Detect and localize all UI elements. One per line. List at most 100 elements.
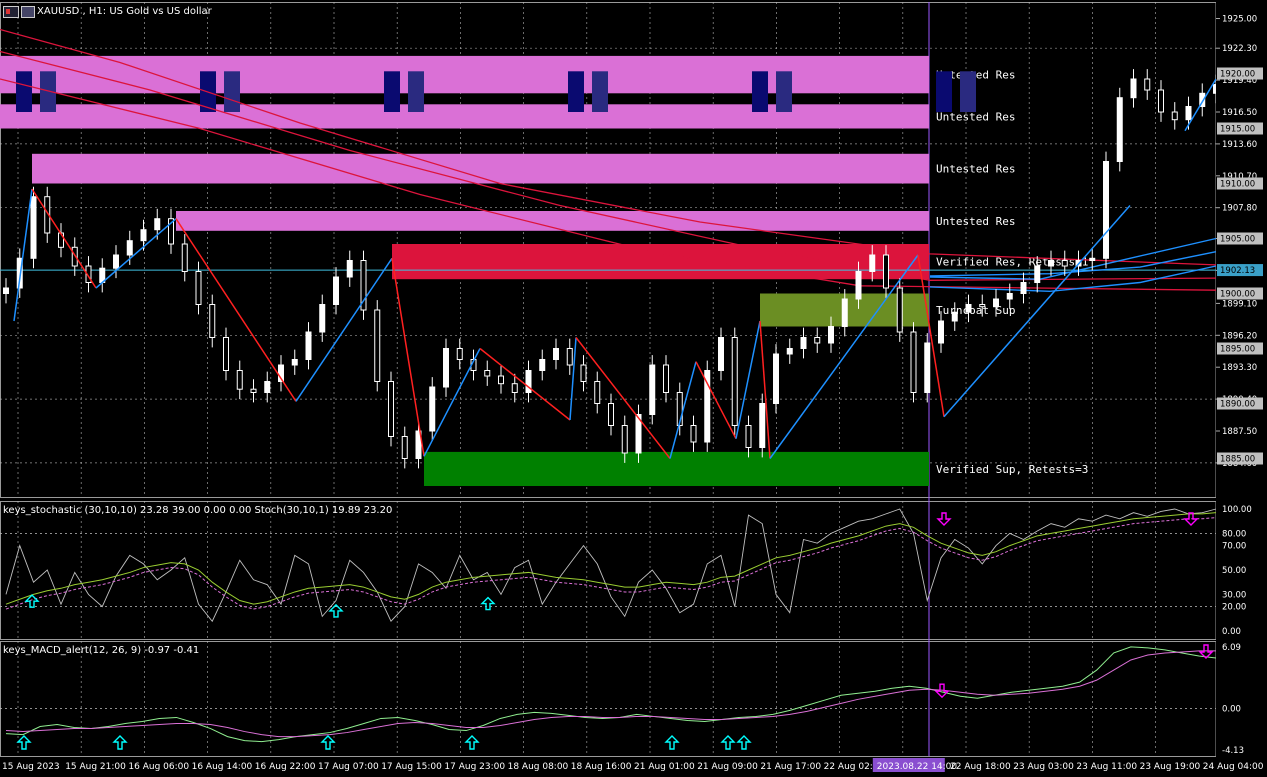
axis-tick-label: 1919.40 [1222, 76, 1257, 86]
price-label: 1885.00 [1220, 455, 1255, 465]
macd-up-arrow [112, 735, 128, 750]
stoch-axis-label: 0.00 [1222, 627, 1241, 637]
ma-red-2 [0, 78, 1217, 291]
candle-body [869, 254, 876, 272]
candle-body [910, 331, 917, 393]
axis-tick-label: 1896.20 [1222, 331, 1257, 341]
zone-bar [776, 71, 792, 112]
zone-6 [424, 451, 929, 486]
zigzag-segment [735, 320, 761, 439]
candle-body [1103, 161, 1109, 259]
zigzag-segment [1184, 78, 1217, 132]
ma-red-0 [0, 28, 1217, 266]
macd-axis-label: 6.09 [1222, 643, 1241, 653]
axis-tick-label: 1887.50 [1222, 427, 1257, 437]
ma-red-1 [0, 50, 1217, 281]
candle-body [580, 364, 587, 382]
time-label: 2023.08.22 14:00 [877, 762, 958, 772]
axis-tick-label: 1907.80 [1222, 204, 1257, 214]
zone-bar [752, 71, 768, 112]
zigzag-segment [917, 254, 945, 417]
time-label: 21 Aug 01:00 [634, 762, 695, 772]
candle-body [484, 370, 491, 377]
candle-body [140, 229, 147, 242]
candle-body [800, 337, 807, 349]
price-label: 1900.00 [1220, 290, 1255, 300]
macd-axis-label: -4.13 [1222, 746, 1244, 756]
price-label-bg [1217, 452, 1263, 465]
ma-blue-2 [929, 265, 1217, 293]
zigzag-segment [769, 254, 919, 459]
candle-body [113, 254, 119, 269]
zigzag-segment [569, 337, 577, 421]
zigzag-segment [95, 218, 177, 289]
candle-body [676, 392, 683, 426]
candle-body [594, 381, 601, 404]
panel-border [0, 641, 1217, 757]
candle-body [236, 370, 243, 390]
time-label: 18 Aug 16:00 [571, 762, 632, 772]
candle-body [264, 381, 271, 393]
candle-body [704, 370, 711, 443]
zigzag-segment [391, 258, 425, 457]
candle-body [456, 348, 463, 360]
zone-4 [392, 244, 929, 280]
stoch-up-arrow [24, 594, 40, 608]
symbol-icon[interactable] [21, 6, 35, 18]
zone-bar [384, 71, 400, 112]
ma-blue-1 [929, 251, 1217, 277]
candle-body [16, 257, 23, 289]
time-label: 23 Aug 11:00 [1076, 762, 1137, 772]
candle-body [401, 436, 408, 459]
zigzag-segment [695, 361, 737, 440]
candle-body [30, 196, 37, 259]
stoch-signal [5, 512, 1217, 605]
candle-body [1130, 78, 1137, 99]
price-axis: 1925.00 1922.30 1919.40 1916.50 1913.60 1910.… [1216, 0, 1267, 777]
time-label: 23 Aug 03:00 [1013, 762, 1074, 772]
candle-body [1048, 260, 1054, 267]
candle-body [841, 298, 848, 327]
candle-body [1061, 260, 1068, 267]
macd-up-arrow [464, 735, 480, 750]
candle-body [924, 342, 931, 393]
axis-tick-label: 1899.10 [1222, 299, 1257, 309]
candle-body [553, 348, 559, 360]
zone-label: Untested Res [936, 215, 1015, 228]
macd-panel[interactable] [5, 644, 1217, 750]
candle-body [621, 425, 628, 454]
macd-axis-label: 0.00 [1222, 704, 1241, 714]
stochastic-panel[interactable] [5, 508, 1217, 623]
candle-body [291, 359, 298, 366]
macd-up-arrow [320, 735, 336, 750]
stoch-main [5, 508, 1217, 623]
stoch-down-arrow [1183, 512, 1199, 526]
candle-body [360, 260, 367, 311]
candle-body [443, 348, 449, 388]
candle-body [525, 370, 532, 393]
candle-body [429, 386, 436, 432]
candle-body [346, 260, 353, 278]
zigzag-segment [575, 337, 671, 459]
candle-body [1020, 282, 1027, 294]
stoch-up-arrow [328, 603, 344, 618]
candle-body [511, 383, 518, 394]
chart-type-icon[interactable] [3, 6, 19, 18]
candle-body [415, 430, 422, 459]
stochastic-header: keys_stochastic (30,10,10) 23.28 39.00 0… [3, 505, 393, 516]
candle-body [168, 218, 174, 245]
macd-header: keys_MACD_alert(12, 26, 9) -0.97 -0.41 [3, 645, 200, 656]
ma-blue-0 [929, 237, 1217, 280]
time-label: 21 Aug 09:00 [697, 762, 758, 772]
stoch-axis-label: 70.00 [1222, 542, 1246, 552]
price-label: 1915.00 [1220, 125, 1255, 135]
time-label: 15 Aug 21:00 [65, 762, 126, 772]
stoch-axis-label: 30.00 [1222, 590, 1246, 600]
candle-body [731, 337, 738, 426]
zone-3 [176, 211, 929, 231]
candle-body [828, 326, 834, 344]
candle-body [223, 337, 229, 371]
zigzag-segment [13, 188, 33, 322]
price-label-bg [1217, 67, 1263, 80]
